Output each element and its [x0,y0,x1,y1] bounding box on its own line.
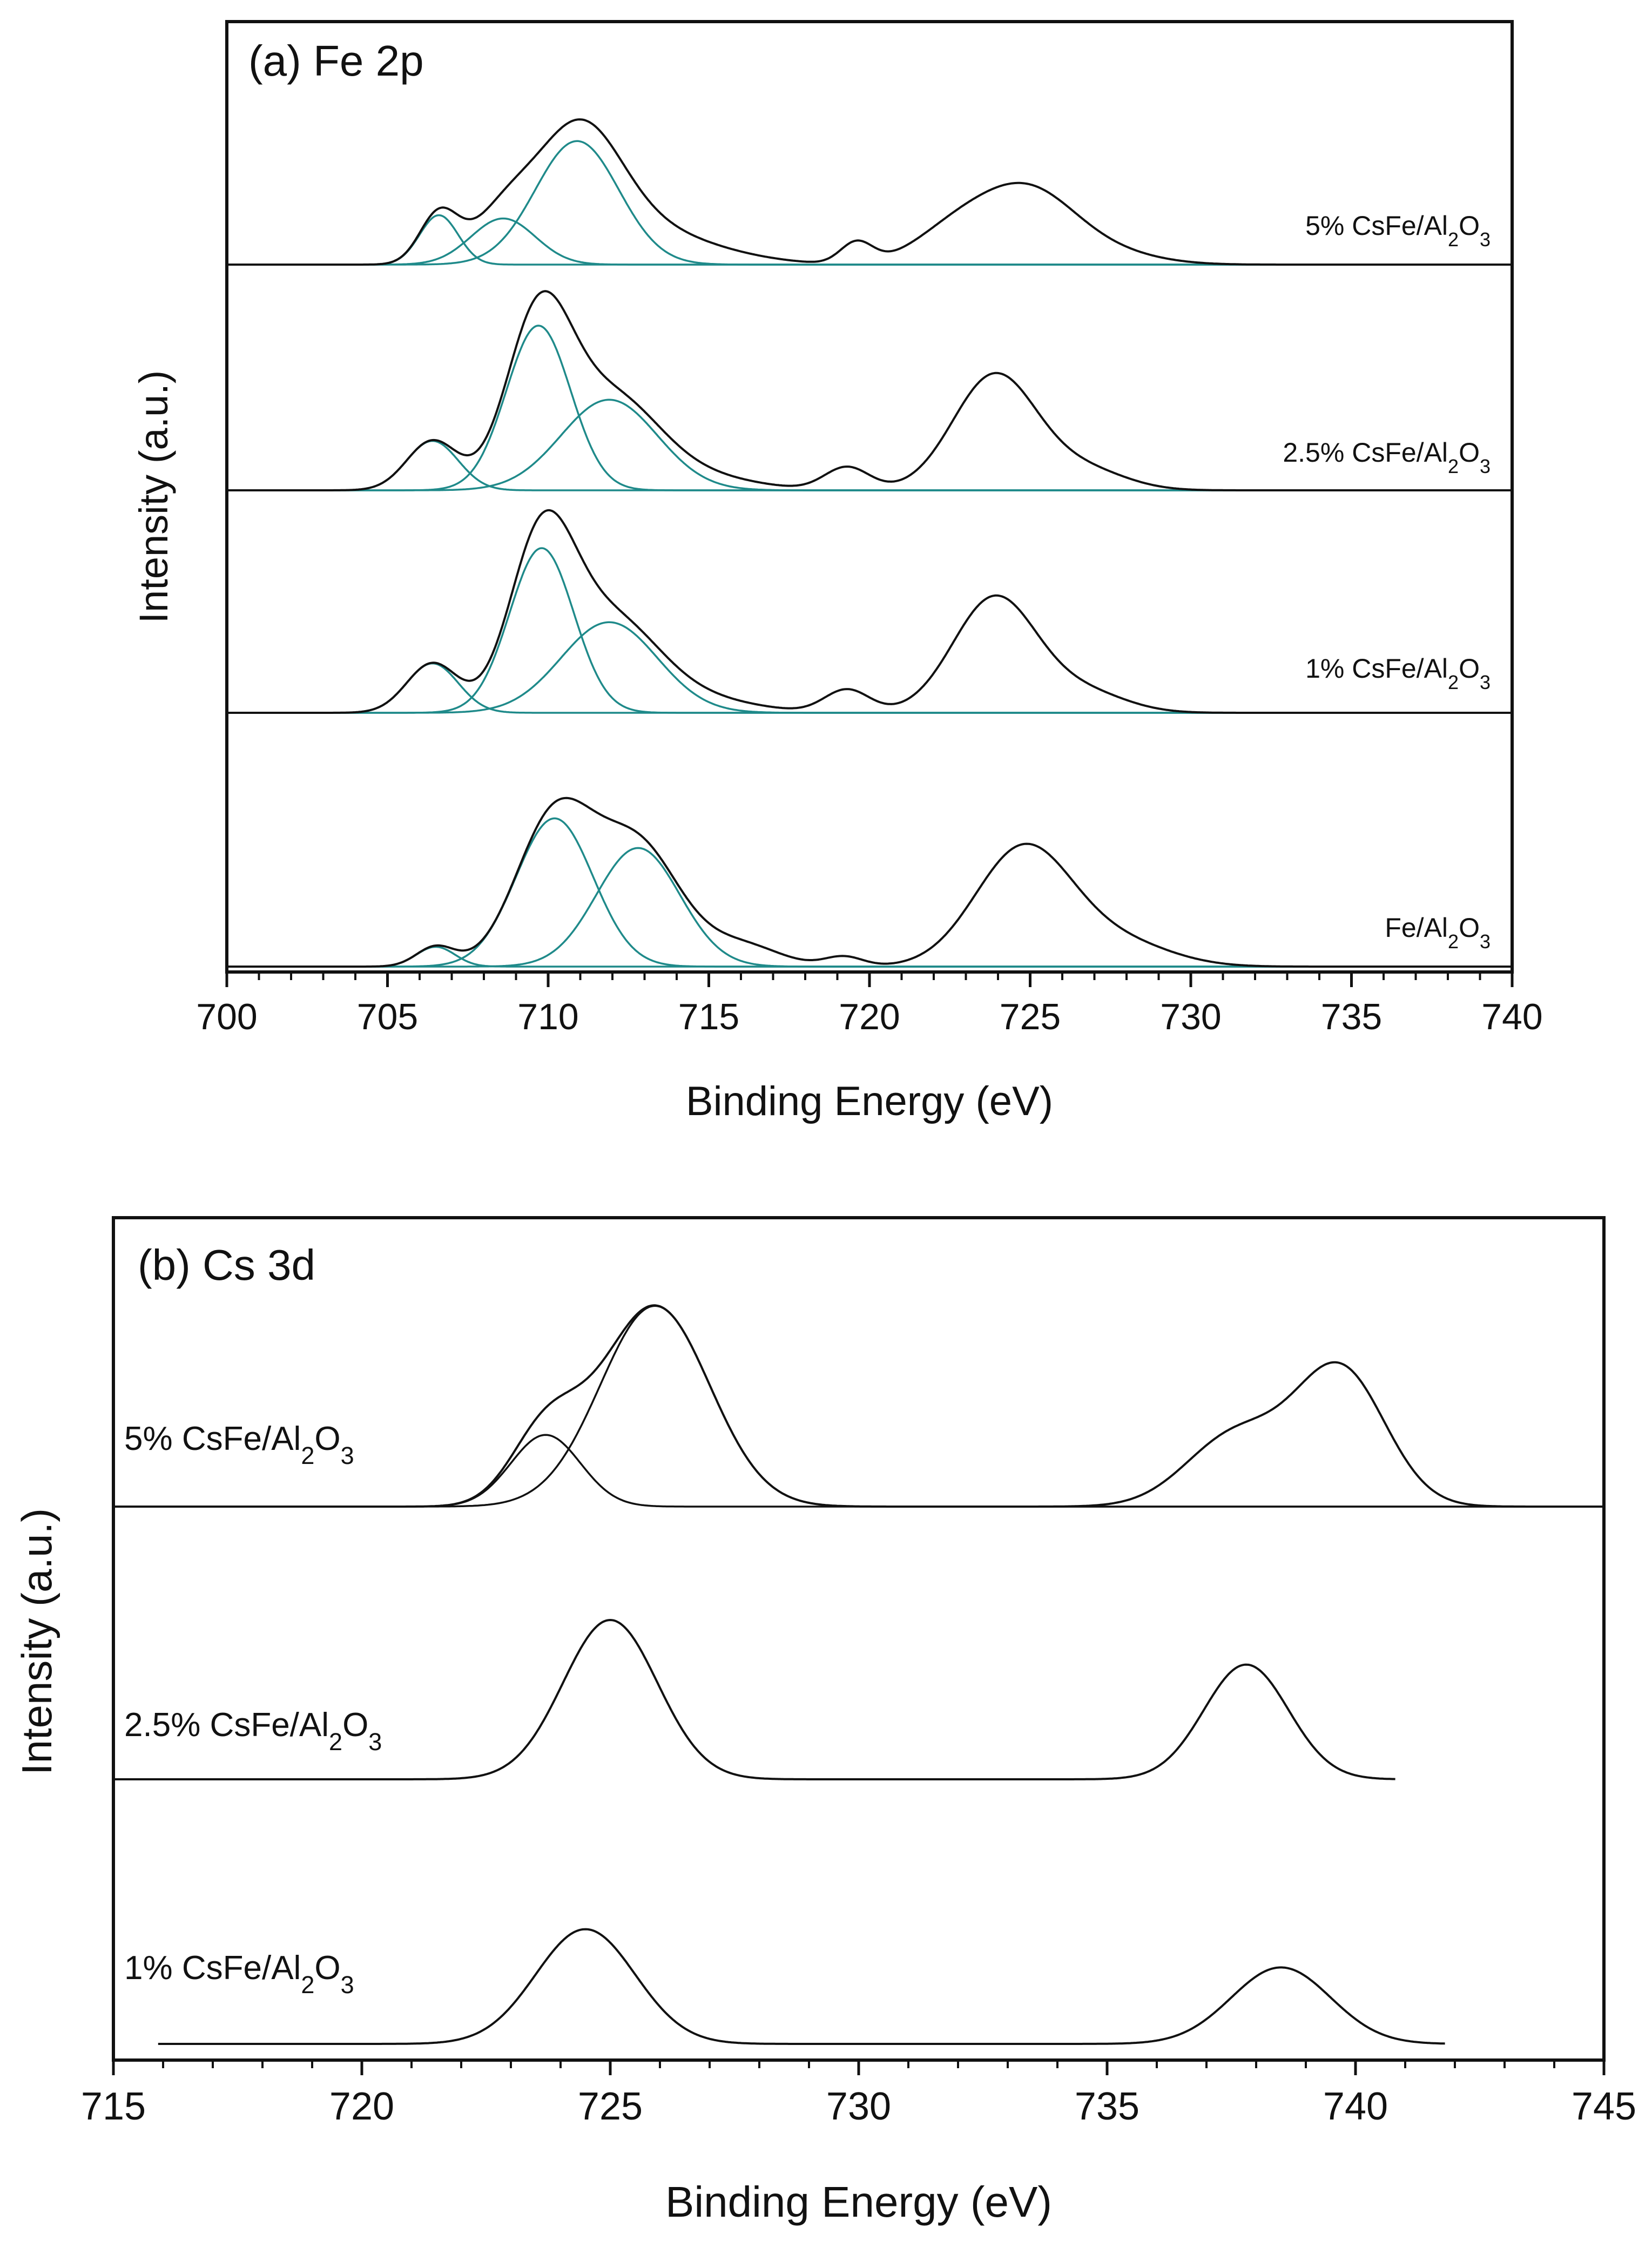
spectrum-envelope-curve [227,796,1512,968]
x-tick-label: 740 [1481,996,1542,1037]
series-label-subscript: 3 [1480,455,1491,477]
series-label-subscript: 3 [341,1971,354,1999]
panel-b-frame [112,1216,1606,2062]
fit-component-curve [113,1305,1604,1508]
fit-component-curve [227,817,1512,968]
series-label-text: O [314,1420,340,1457]
x-tick-label: 735 [1075,2085,1139,2128]
panel-a-frame [225,20,1514,974]
series-label-subscript: 2 [1448,455,1459,477]
panel-b-y-axis-label: Intensity (a.u.) [13,1508,60,1775]
series-label-subscript: 3 [1480,228,1491,251]
spectrum-envelope-curve [158,1928,1445,2045]
x-tick-label: 715 [678,996,739,1037]
x-tick-label: 725 [578,2085,643,2128]
panel-a-title: (a) Fe 2p [248,37,424,85]
series-label: 1% CsFe/Al2O3 [1305,653,1491,693]
series-label: 2.5% CsFe/Al2O3 [124,1706,382,1756]
x-tick-label: 720 [839,996,900,1037]
series-label: 1% CsFe/Al2O3 [124,1949,354,1999]
series-label-subscript: 3 [1480,930,1491,953]
series-label-text: O [342,1706,368,1744]
panel-a-x-axis-label: Binding Energy (eV) [686,1078,1053,1124]
series-label: 5% CsFe/Al2O3 [1305,211,1491,251]
x-tick-label: 735 [1321,996,1382,1037]
x-tick-label: 715 [81,2085,146,2128]
series-label-subscript: 2 [329,1728,342,1756]
series-label-text: Fe/Al [1385,913,1448,943]
x-tick-label: 720 [329,2085,394,2128]
spectrum-envelope-curve [227,290,1512,491]
x-tick-label: 700 [196,996,257,1037]
x-tick-label: 730 [1160,996,1221,1037]
x-tick-label: 745 [1572,2085,1636,2128]
series-label-subscript: 2 [301,1971,314,1999]
x-tick-label: 740 [1323,2085,1388,2128]
panel-a-fe2p: (a) Fe 2p Intensity (a.u.) Binding Energ… [131,20,1543,1124]
series-label-text: 2.5% CsFe/Al [124,1706,329,1744]
series-label-subscript: 3 [341,1442,354,1469]
spectrum-envelope-curve [113,1618,1395,1780]
x-tick-label: 730 [826,2085,891,2128]
series-label-subscript: 2 [301,1442,314,1469]
series-label-text: 1% CsFe/Al [124,1949,301,1987]
series-label: 2.5% CsFe/Al2O3 [1283,437,1491,477]
series-label-text: O [1459,653,1480,684]
series-label-text: O [1459,211,1480,241]
series-label-subscript: 3 [1480,671,1491,693]
series-label-subscript: 3 [368,1728,382,1756]
series-label: Fe/Al2O3 [1385,913,1491,953]
panel-b-cs3d: (b) Cs 3d Intensity (a.u.) Binding Energ… [13,1216,1636,2226]
fit-component-curve [227,140,1512,266]
series-label-text: O [314,1949,340,1987]
series-label-text: 5% CsFe/Al [124,1420,301,1457]
series-label-text: 2.5% CsFe/Al [1283,437,1448,468]
fit-component-curve [227,547,1512,714]
panel-a-y-axis-label: Intensity (a.u.) [131,370,176,624]
series-label-text: 1% CsFe/Al [1305,653,1448,684]
series-label-text: O [1459,437,1480,468]
fit-component-curve [227,946,1512,968]
series-label-subscript: 2 [1448,930,1459,953]
spectrum-envelope-curve [113,1304,1604,1508]
panel-b-x-axis-label: Binding Energy (eV) [665,2178,1052,2226]
series-label: 5% CsFe/Al2O3 [124,1420,354,1469]
x-tick-label: 710 [517,996,578,1037]
series-label-text: O [1459,913,1480,943]
series-label-subscript: 2 [1448,671,1459,693]
series-label-subscript: 2 [1448,228,1459,251]
fit-component-curve [227,847,1512,968]
panel-b-title: (b) Cs 3d [138,1241,315,1289]
x-tick-label: 725 [1000,996,1061,1037]
spectrum-envelope-curve [227,118,1512,266]
spectrum-envelope-curve [227,509,1512,714]
x-tick-label: 705 [357,996,418,1037]
series-label-text: 5% CsFe/Al [1305,211,1448,241]
